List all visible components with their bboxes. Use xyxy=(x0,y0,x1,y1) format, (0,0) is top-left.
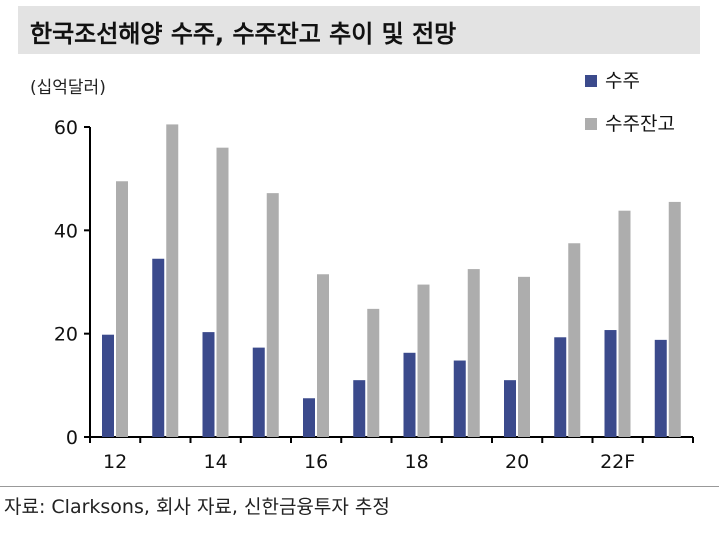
y-tick-label: 0 xyxy=(66,427,78,449)
legend-label-1: 수주 xyxy=(605,70,640,92)
y-tick-label: 20 xyxy=(54,324,78,346)
chart-title: 한국조선해양 수주, 수주잔고 추이 및 전망 xyxy=(30,20,457,48)
source-note: 자료: Clarksons, 회사 자료, 신한금융투자 추정 xyxy=(4,496,390,518)
bar-backlog xyxy=(116,181,128,437)
divider xyxy=(0,486,719,487)
title-bar: 한국조선해양 수주, 수주잔고 추이 및 전망 xyxy=(18,6,700,54)
bar-backlog xyxy=(568,243,581,437)
x-tick-label: 14 xyxy=(204,451,228,473)
bar-order xyxy=(303,398,315,437)
legend-label-2: 수주잔고 xyxy=(605,113,675,135)
y-tick-label: 60 xyxy=(54,117,78,139)
x-tick-label: 18 xyxy=(405,451,429,473)
x-tick-label: 20 xyxy=(505,451,529,473)
bar-backlog xyxy=(518,276,530,437)
y-tick-label: 40 xyxy=(54,220,78,242)
bar-order xyxy=(604,330,617,437)
bar-order xyxy=(654,339,667,437)
bar-backlog xyxy=(618,210,631,437)
bar-backlog xyxy=(216,147,229,437)
bar-order xyxy=(403,352,416,437)
bar-order xyxy=(202,332,215,437)
x-tick-label: 16 xyxy=(304,451,328,473)
bar-backlog xyxy=(668,201,681,437)
bar-order xyxy=(453,360,466,437)
x-tick-label: 12 xyxy=(103,451,127,473)
bar-backlog xyxy=(417,284,430,437)
bar-backlog xyxy=(317,274,329,437)
x-tick-label: 22F xyxy=(600,451,635,473)
legend-swatch-1 xyxy=(585,75,597,87)
bar-backlog xyxy=(166,124,179,438)
bar-backlog xyxy=(367,308,380,437)
y-unit-label: (십억달러) xyxy=(30,78,106,98)
bar-order xyxy=(504,380,516,437)
bar-order xyxy=(353,380,366,437)
bar-order xyxy=(554,337,567,437)
bar-order xyxy=(152,258,165,437)
bar-backlog xyxy=(266,193,279,437)
bar-backlog xyxy=(467,269,480,437)
legend-swatch-2 xyxy=(585,118,597,130)
bar-order xyxy=(252,347,265,437)
bar-order xyxy=(102,334,114,437)
